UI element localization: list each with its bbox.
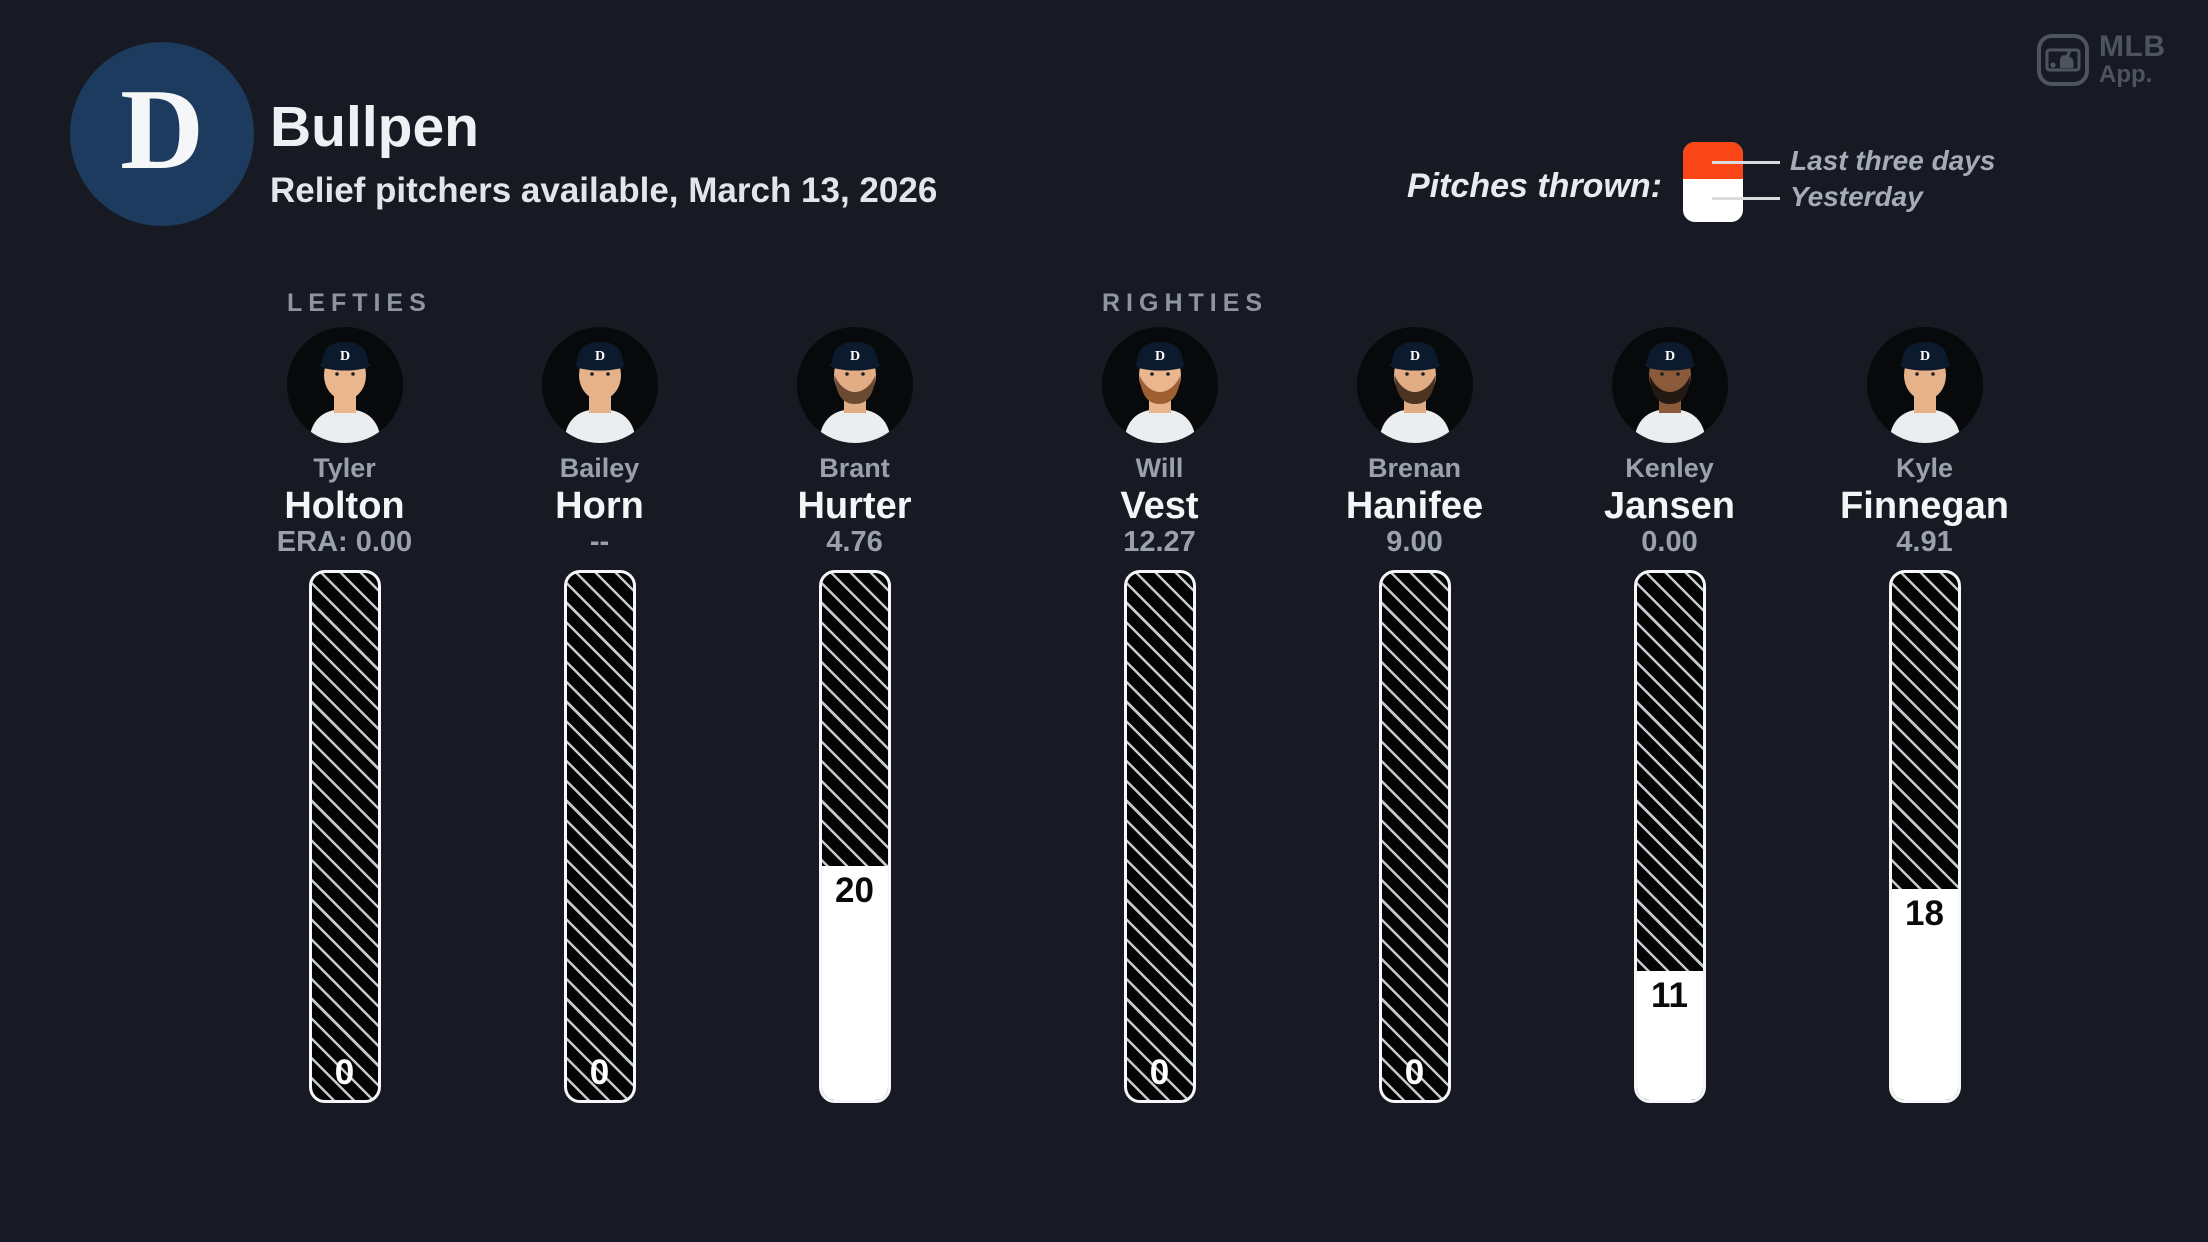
player-card-kenley-jansen: D Kenley Jansen 0.00 11 11 [1542,327,1797,1103]
lefties-players: D Tyler Holton ERA: 0.00 0 0 [217,327,982,1103]
mlb-app-badge-text: MLB App. [2099,30,2166,88]
pitch-count-zero: 0 [589,1053,610,1092]
legend-title: Pitches thrown: [1406,167,1662,205]
legend-tick-line [1712,161,1780,164]
pitch-bar: 11 11 [1633,570,1706,1103]
pitch-bar: 0 0 [308,570,381,1103]
page-title: Bullpen [270,95,479,159]
pitch-bar: 0 0 [1123,570,1196,1103]
pitch-count: 11 [1651,976,1688,1016]
player-headshot: D [796,327,913,443]
player-card-bailey-horn: D Bailey Horn -- 0 0 [472,327,727,1103]
page-subtitle: Relief pitchers available, March 13, 202… [270,171,938,210]
player-card-will-vest: D Will Vest 12.27 0 0 [1032,327,1287,1103]
pitch-bar: 20 20 [818,570,891,1103]
player-card-brant-hurter: D Brant Hurter 4.76 20 20 [727,327,982,1103]
svg-text:D: D [1154,349,1164,364]
legend-entry-last-three-days: Last three days [1790,145,1996,176]
tigers-logo: D [70,42,254,226]
svg-text:D: D [1409,349,1419,364]
pitch-count-zero: 0 [334,1053,355,1092]
player-first-name: Bailey [559,453,640,483]
tigers-logo-letter: D [120,65,204,194]
player-era: 4.91 [1896,526,1953,558]
righties-players: D Will Vest 12.27 0 0 [1032,327,2052,1103]
pitch-count: 18 [1905,894,1944,934]
player-last-name: Horn [555,485,644,527]
legend: Pitches thrown: Last three days Yesterda… [1400,136,2020,228]
mlb-logo-icon [2037,33,2089,86]
svg-text:D: D [849,349,859,364]
player-card-kyle-finnegan: D Kyle Finnegan 4.91 18 18 [1797,327,2052,1103]
pitch-bar-yesterday-fill: 11 [1636,971,1703,1100]
player-era: 4.76 [826,526,883,558]
player-first-name: Kyle [1895,453,1954,483]
player-era: 9.00 [1386,526,1443,558]
svg-text:D: D [1664,349,1674,364]
player-first-name: Brenan [1367,453,1462,483]
player-headshot: D [1101,327,1218,443]
player-last-name: Hanifee [1345,485,1484,527]
player-last-name: Vest [1120,485,1199,527]
player-card-tyler-holton: D Tyler Holton ERA: 0.00 0 0 [217,327,472,1103]
pitch-count-zero: 0 [1404,1053,1425,1092]
player-last-name: Jansen [1604,485,1735,527]
player-card-brenan-hanifee: D Brenan Hanifee 9.00 0 0 [1287,327,1542,1103]
pitch-bar: 0 0 [563,570,636,1103]
player-headshot: D [1611,327,1728,443]
player-era: ERA: 0.00 [276,526,413,558]
player-first-name: Will [1135,453,1184,483]
player-headshot: D [541,327,658,443]
player-era: 0.00 [1641,526,1698,558]
pitch-bar: 0 0 [1378,570,1451,1103]
mlb-app-badge-line2: App. [2099,61,2153,88]
player-era: -- [589,526,610,558]
player-first-name: Kenley [1625,453,1714,483]
legend-swatch-last-three-days [1683,142,1743,179]
group-label-righties: RIGHTIES [1102,289,1269,317]
pitch-count-zero: 0 [1149,1053,1170,1092]
pitch-bar-yesterday-fill: 18 [1891,889,1958,1100]
player-headshot: D [1356,327,1473,443]
svg-text:D: D [1919,349,1929,364]
group-lefties: LEFTIES D Tyler Holton [217,290,982,1103]
mlb-app-badge-line1: MLB [2099,30,2166,63]
legend-tick-line [1712,197,1780,200]
svg-text:D: D [339,349,349,364]
legend-swatch [1683,142,1743,222]
player-last-name: Hurter [797,485,912,527]
group-label-lefties: LEFTIES [287,289,432,317]
player-headshot: D [286,327,403,443]
pitch-count: 20 [835,870,874,910]
player-last-name: Holton [284,485,405,527]
legend-entry-yesterday: Yesterday [1790,181,1923,212]
pitch-bar-yesterday-fill: 20 [821,865,888,1100]
player-headshot: D [1866,327,1983,443]
pitch-bar: 18 18 [1888,570,1961,1103]
player-first-name: Brant [819,453,890,483]
group-righties: RIGHTIES D Will Vest [1032,290,2052,1103]
mlb-app-badge: MLB App. [2036,32,2165,87]
svg-text:D: D [594,349,604,364]
player-era: 12.27 [1123,526,1196,558]
player-last-name: Finnegan [1840,485,2009,527]
player-first-name: Tyler [313,453,376,483]
header: Bullpen Relief pitchers available, March… [270,98,937,210]
